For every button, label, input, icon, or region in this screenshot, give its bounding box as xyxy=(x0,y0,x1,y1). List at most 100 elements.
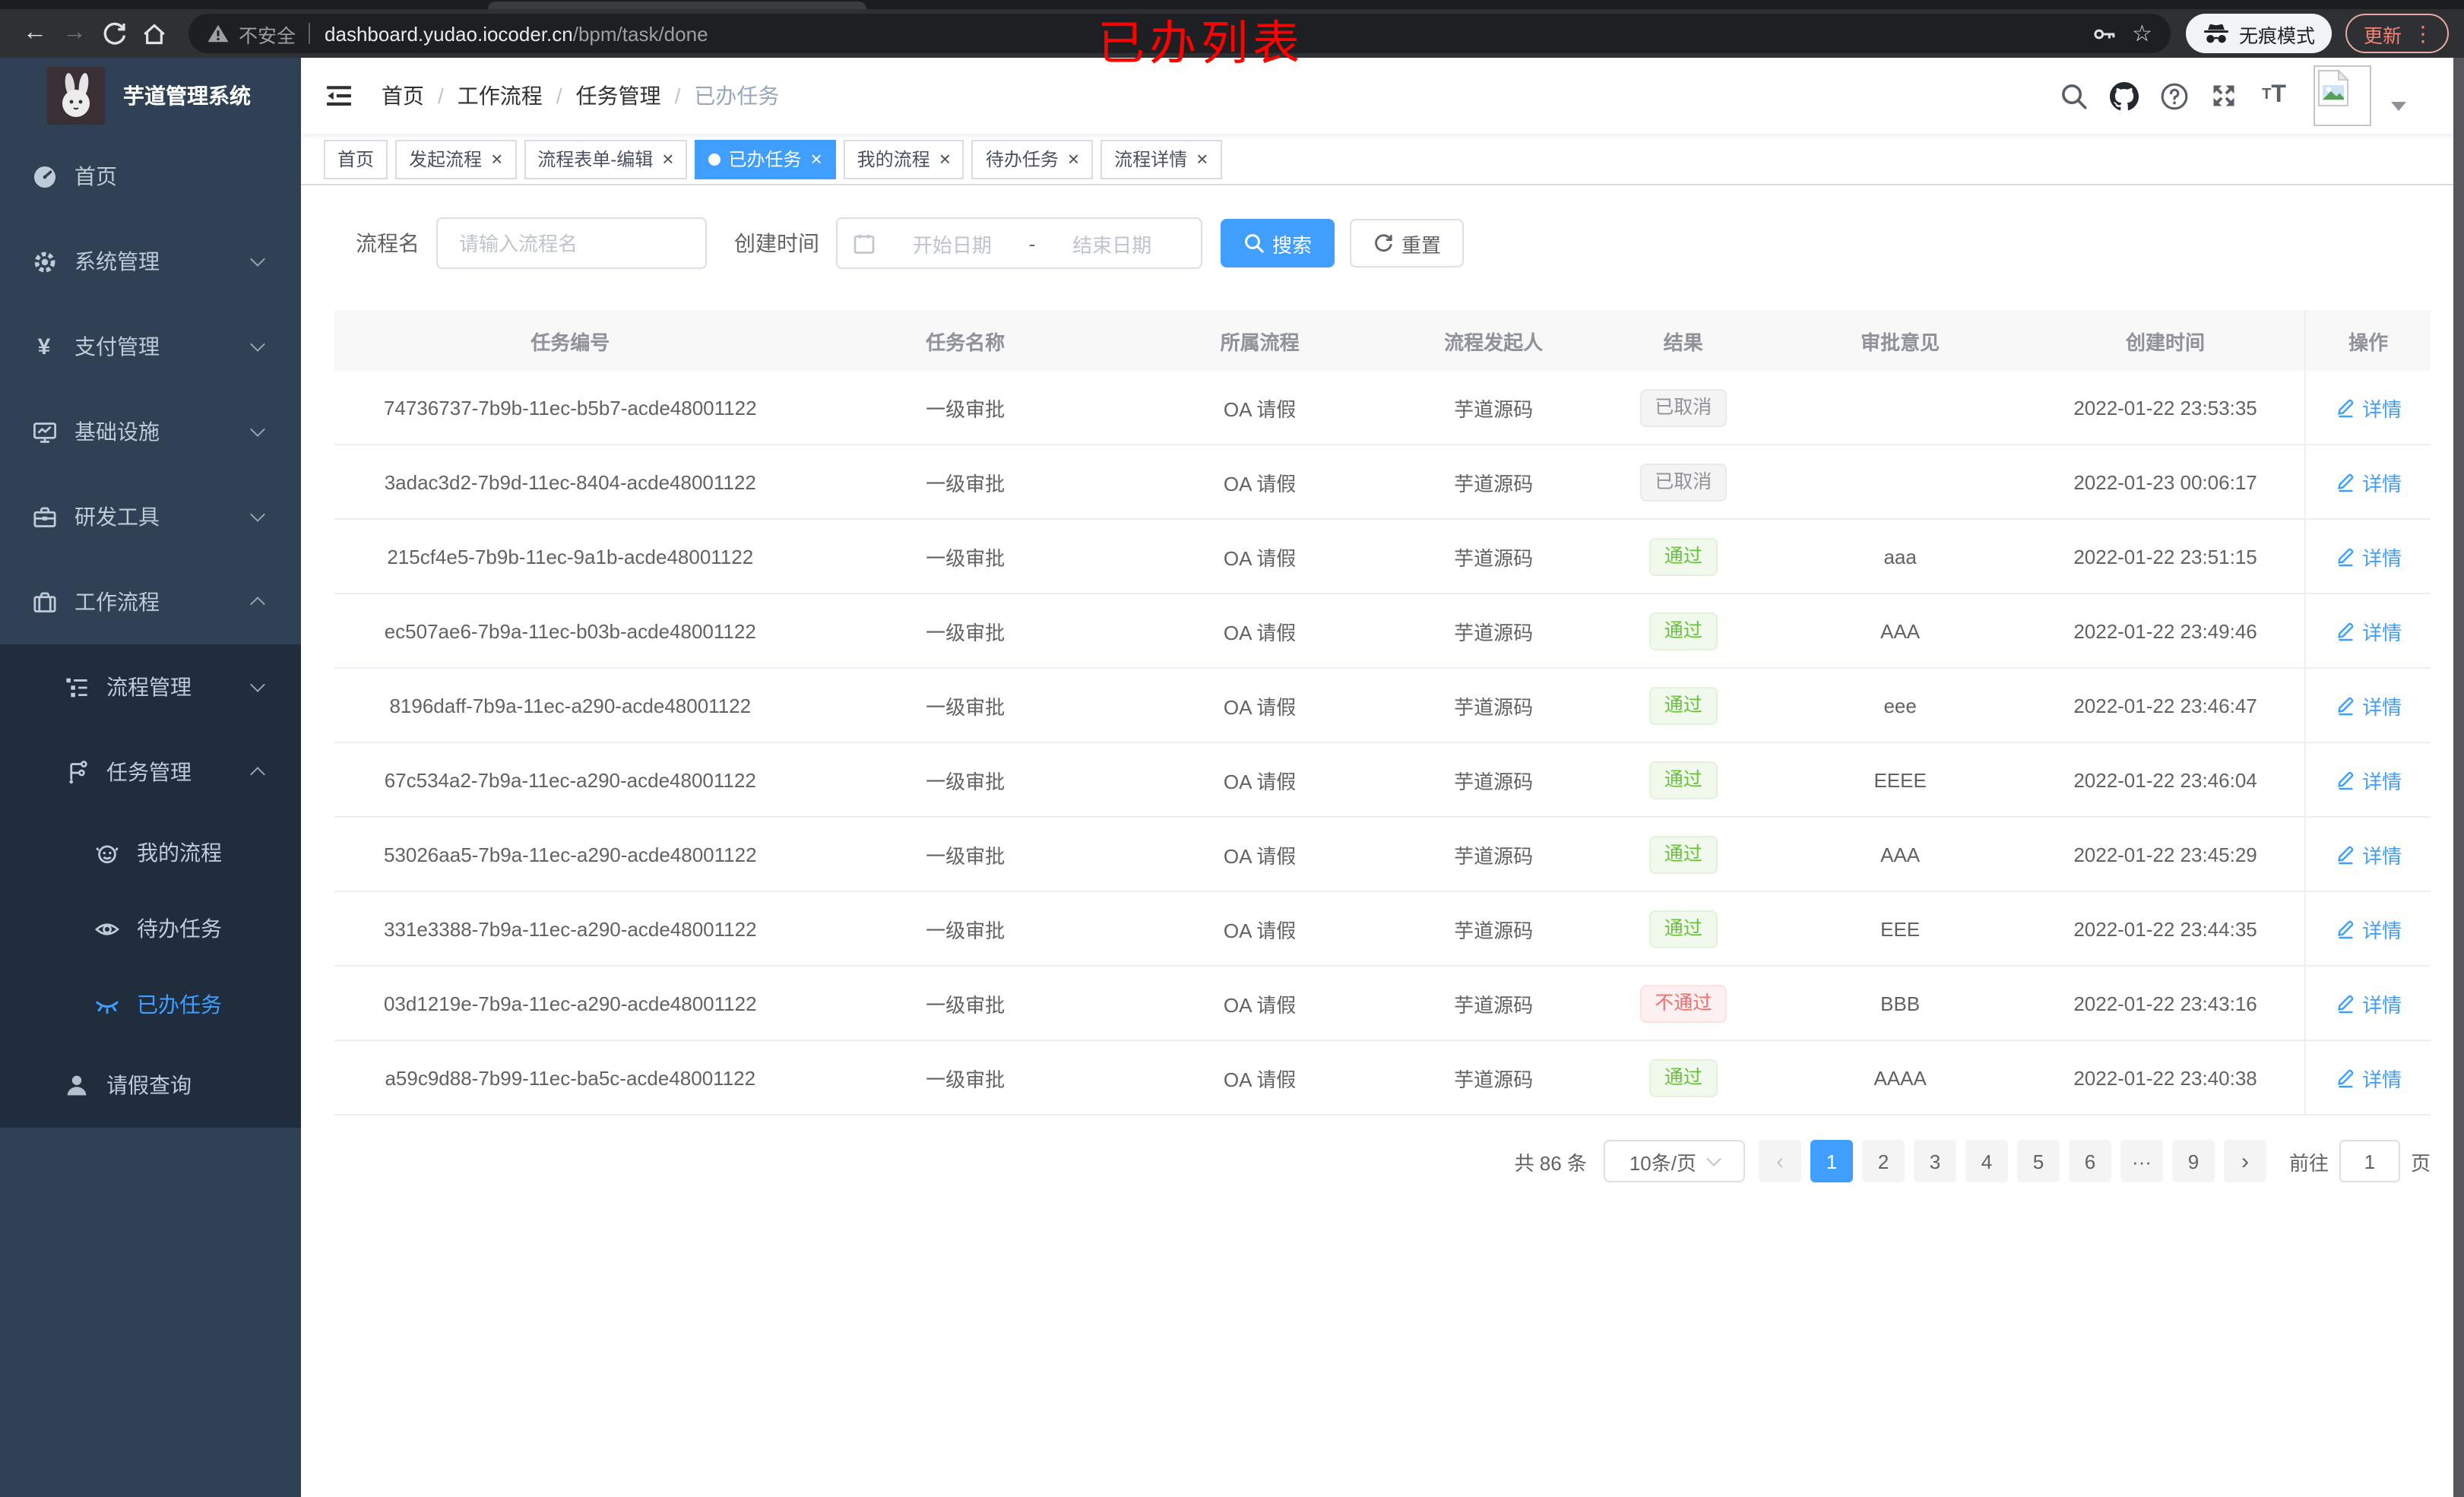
cell-result: 通过 xyxy=(1592,520,1775,593)
bookmark-star-icon[interactable]: ☆ xyxy=(2132,21,2152,47)
breadcrumb-item[interactable]: 任务管理 xyxy=(575,84,661,108)
sidebar-item-todo-tasks[interactable]: 待办任务 xyxy=(0,891,301,967)
sidebar-item-system-management[interactable]: 系统管理 xyxy=(0,219,301,304)
page-button-1[interactable]: 1 xyxy=(1810,1140,1853,1182)
tab-process-detail[interactable]: 流程详情 × xyxy=(1101,139,1222,179)
detail-link[interactable]: 详情 xyxy=(2335,393,2402,422)
breadcrumb-item[interactable]: 工作流程 xyxy=(457,84,543,108)
process-name-input[interactable] xyxy=(456,230,687,256)
detail-link[interactable]: 详情 xyxy=(2335,840,2402,869)
table-row: 215cf4e5-7b9b-11ec-9a1b-acde48001122 一级审批… xyxy=(334,520,2431,594)
password-key-icon[interactable] xyxy=(2091,21,2117,46)
user-menu-caret-icon[interactable] xyxy=(2391,102,2406,111)
cell-opinion: aaa xyxy=(1883,545,1917,568)
end-date-placeholder[interactable]: 结束日期 xyxy=(1072,233,1152,256)
cell-process: OA 请假 xyxy=(1223,993,1297,1016)
search-button[interactable]: 搜索 xyxy=(1221,219,1335,267)
tab-label: 流程详情 xyxy=(1114,149,1188,170)
cell-action: 详情 xyxy=(2304,892,2430,965)
page-button-3[interactable]: 3 xyxy=(1913,1140,1956,1182)
breadcrumb-item[interactable]: 首页 xyxy=(382,84,424,108)
page-button-9[interactable]: 9 xyxy=(2171,1140,2215,1182)
update-button[interactable]: 更新 ⋮ xyxy=(2345,14,2449,53)
tab-done-tasks[interactable]: 已办任务 × xyxy=(695,139,836,179)
detail-link[interactable]: 详情 xyxy=(2335,691,2402,720)
detail-link[interactable]: 详情 xyxy=(2335,989,2402,1018)
close-icon[interactable]: × xyxy=(491,147,503,170)
cell-name: 一级审批 xyxy=(926,844,1006,867)
detail-link[interactable]: 详情 xyxy=(2335,1063,2402,1092)
start-date-placeholder[interactable]: 开始日期 xyxy=(912,233,992,256)
tab-my-processes[interactable]: 我的流程 × xyxy=(843,139,964,179)
date-range-picker[interactable]: 开始日期 - 结束日期 xyxy=(836,217,1202,269)
cell-opinion: BBB xyxy=(1880,992,1921,1014)
cell-name: 一级审批 xyxy=(926,546,1006,569)
tab-home[interactable]: 首页 xyxy=(324,139,388,179)
sidebar-item-dev-tools[interactable]: 研发工具 xyxy=(0,474,301,559)
github-icon[interactable] xyxy=(2107,79,2140,112)
browser-home-icon[interactable] xyxy=(134,14,173,53)
cell-process: OA 请假 xyxy=(1223,844,1297,867)
next-page-button[interactable]: › xyxy=(2223,1140,2266,1182)
browser-forward-icon[interactable]: → xyxy=(62,20,87,46)
page-button-6[interactable]: 6 xyxy=(2068,1140,2111,1182)
detail-link[interactable]: 详情 xyxy=(2335,765,2402,794)
page-size-select[interactable]: 10条/页 xyxy=(1603,1140,1745,1182)
close-icon[interactable]: × xyxy=(1067,147,1080,170)
detail-link[interactable]: 详情 xyxy=(2335,616,2402,645)
search-icon[interactable] xyxy=(2057,79,2090,112)
url-bar[interactable]: 不安全 dashboard.yudao.iocoder.cn/bpm/task/… xyxy=(188,14,2171,53)
page-button-5[interactable]: 5 xyxy=(2016,1140,2060,1182)
result-badge: 通过 xyxy=(1648,686,1718,724)
app-logo-row[interactable]: 芋道管理系统 xyxy=(0,58,301,134)
cell-name: 一级审批 xyxy=(926,621,1006,644)
url-text[interactable]: dashboard.yudao.iocoder.cn/bpm/task/done xyxy=(325,22,708,45)
cell-name: 一级审批 xyxy=(926,695,1006,718)
sidebar-item-process-management[interactable]: 流程管理 xyxy=(0,644,301,730)
browser-back-icon[interactable]: ← xyxy=(23,20,47,46)
sidebar-item-home[interactable]: 首页 xyxy=(0,134,301,219)
close-icon[interactable]: × xyxy=(1196,147,1208,170)
browser-tab[interactable] xyxy=(488,2,866,9)
sidebar-item-infrastructure[interactable]: 基础设施 xyxy=(0,389,301,474)
tab-todo-tasks[interactable]: 待办任务 × xyxy=(971,139,1094,179)
fullscreen-icon[interactable] xyxy=(2207,79,2241,112)
cell-id: 67c534a2-7b9a-11ec-a290-acde48001122 xyxy=(384,768,756,791)
close-icon[interactable]: × xyxy=(939,147,951,170)
cell-opinion: EEEE xyxy=(1873,768,1927,791)
help-icon[interactable] xyxy=(2157,79,2190,112)
window-scrollbar[interactable] xyxy=(2453,58,2464,1497)
prev-page-button[interactable]: ‹ xyxy=(1758,1140,1801,1182)
sidebar-item-payment-management[interactable]: ¥ 支付管理 xyxy=(0,304,301,389)
sidebar-item-task-management[interactable]: 任务管理 xyxy=(0,730,301,815)
close-icon[interactable]: × xyxy=(810,147,822,170)
security-label[interactable]: 不安全 xyxy=(239,25,296,46)
cell-id: a59c9d88-7b99-11ec-ba5c-acde48001122 xyxy=(385,1066,756,1089)
tab-start-process[interactable]: 发起流程 × xyxy=(395,139,517,179)
sidebar-item-done-tasks[interactable]: 已办任务 xyxy=(0,967,301,1043)
browser-menu-icon[interactable]: ⋮ xyxy=(2412,21,2434,45)
goto-label: 前往 xyxy=(2288,1151,2329,1174)
reset-button[interactable]: 重置 xyxy=(1350,219,1465,267)
tab-process-form-edit[interactable]: 流程表单-编辑 × xyxy=(524,139,688,179)
goto-page-input[interactable] xyxy=(2339,1140,2400,1182)
sidebar-item-workflow[interactable]: 工作流程 xyxy=(0,559,301,644)
sidebar-item-label: 系统管理 xyxy=(74,249,160,274)
cell-action: 详情 xyxy=(2304,520,2430,593)
page-button-2[interactable]: 2 xyxy=(1861,1140,1905,1182)
detail-link[interactable]: 详情 xyxy=(2335,467,2402,496)
sidebar-item-leave-query[interactable]: 请假查询 xyxy=(0,1043,301,1128)
cell-action: 详情 xyxy=(2304,371,2430,444)
sidebar-item-my-processes[interactable]: 我的流程 xyxy=(0,815,301,891)
page-button-4[interactable]: 4 xyxy=(1965,1140,2008,1182)
edit-pencil-icon xyxy=(2335,992,2356,1014)
detail-link[interactable]: 详情 xyxy=(2335,914,2402,943)
incognito-badge: 无痕模式 xyxy=(2185,14,2332,53)
close-icon[interactable]: × xyxy=(662,147,674,170)
page-ellipsis-button[interactable]: ··· xyxy=(2120,1140,2163,1182)
hamburger-icon[interactable] xyxy=(322,79,356,112)
detail-link[interactable]: 详情 xyxy=(2335,542,2402,571)
browser-reload-icon[interactable] xyxy=(94,14,134,53)
avatar[interactable] xyxy=(2314,65,2371,126)
